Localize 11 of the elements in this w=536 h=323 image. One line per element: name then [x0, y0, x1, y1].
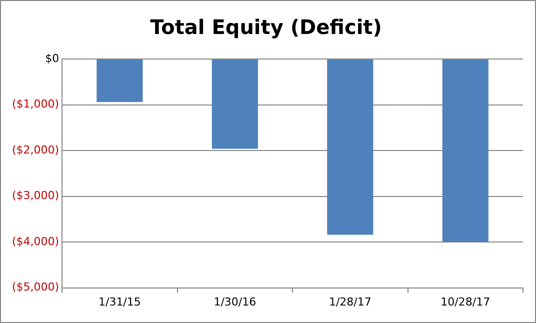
chart-title: Total Equity (Deficit) — [150, 15, 382, 40]
y-tick-label: ($5,000) — [12, 280, 60, 294]
y-tick-label: ($4,000) — [12, 234, 60, 248]
y-tick-label: ($2,000) — [12, 143, 60, 156]
x-tick-label: 1/31/15 — [98, 295, 141, 308]
x-tick-label: 10/28/17 — [440, 295, 490, 308]
y-tick-label: ($3,000) — [12, 189, 60, 202]
y-tick-label: ($1,000) — [12, 98, 60, 111]
x-tick-label: 1/28/17 — [328, 295, 372, 308]
x-tick-label: 1/30/16 — [214, 295, 256, 308]
y-tick-label: $0 — [45, 52, 60, 65]
